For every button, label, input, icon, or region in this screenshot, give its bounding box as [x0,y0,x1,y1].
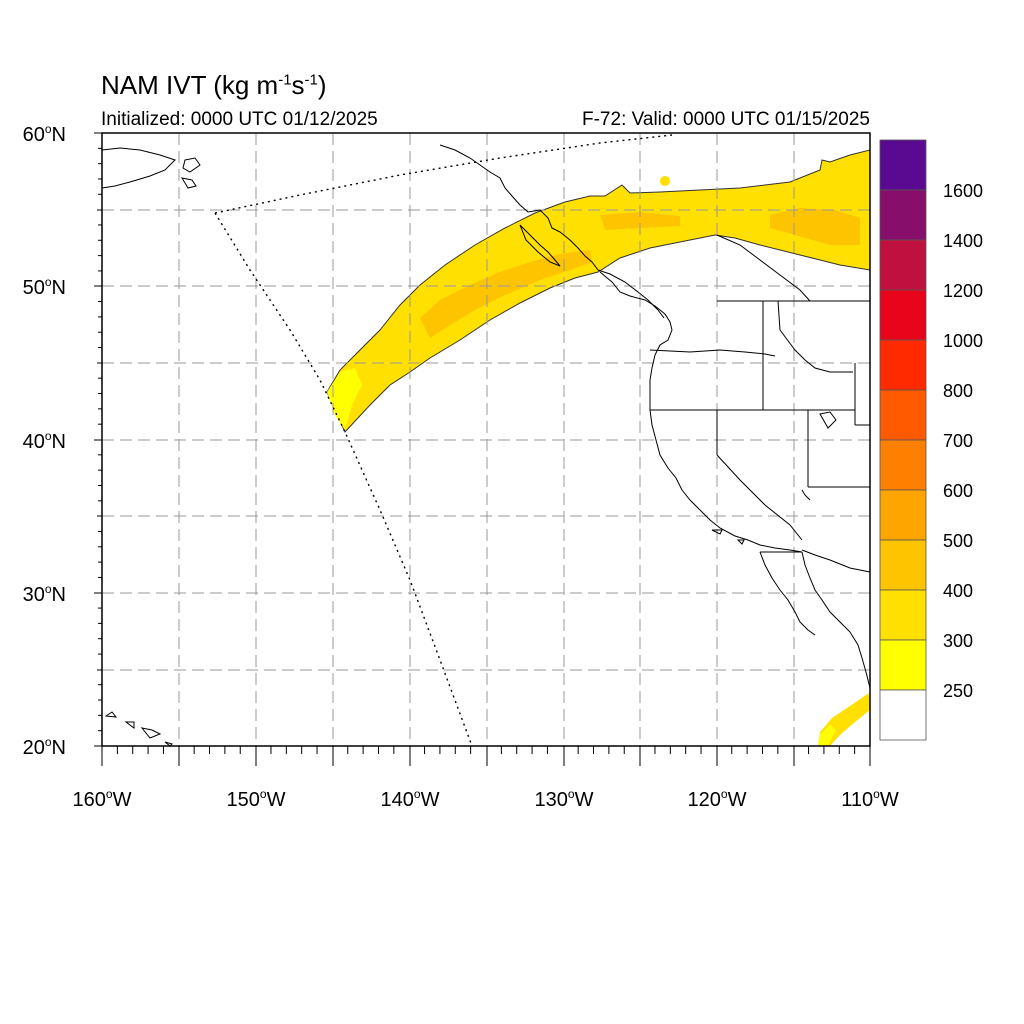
domain-boundary-west [214,212,473,747]
ivt-core-400-east [770,208,860,245]
domain-boundary [214,134,673,214]
colorbar-swatch [879,239,927,291]
colorbar-label-1200: 1200 [943,281,983,301]
ivt-band-250 [327,368,362,430]
ivt-blob [660,176,670,186]
lon-label-120: 120oW [688,787,747,811]
lat-label-50: 50oN [23,275,66,299]
latitude-labels: 60oN 50oN 40oN 30oN 20oN [23,122,66,759]
political-borders [649,234,871,573]
colorbar-label-1400: 1400 [943,231,983,251]
coastlines [101,144,871,747]
lat-label-30: 30oN [23,582,66,606]
map-title: NAM IVT (kg m-1s-1) [101,70,327,100]
init-time-label: Initialized: 0000 UTC 01/12/2025 [101,109,378,130]
colorbar [879,139,927,741]
colorbar-swatch [879,539,927,591]
colorbar-swatch [879,339,927,391]
colorbar-label-400: 400 [943,581,973,601]
colorbar-label-700: 700 [943,431,973,451]
graticule [102,133,870,746]
colorbar-label-500: 500 [943,531,973,551]
colorbar-swatch [879,689,927,741]
colorbar-swatch [879,289,927,341]
colorbar-swatch [879,189,927,241]
colorbar-label-1600: 1600 [943,181,983,201]
ivt-field [326,149,870,746]
ivt-core-400-mid [600,212,680,230]
lon-label-110: 110oW [841,787,899,811]
colorbar-swatch [879,139,927,191]
minor-left-ticks [98,147,102,732]
colorbar-swatch [879,589,927,641]
ivt-plume-south-edge [818,724,836,746]
colorbar-swatch [879,489,927,541]
colorbar-label-800: 800 [943,381,973,401]
tick-marks [94,132,871,766]
lon-label-140: 140oW [381,787,440,811]
lon-label-160: 160oW [73,787,132,811]
colorbar-label-600: 600 [943,481,973,501]
colorbar-label-1000: 1000 [943,331,983,351]
minor-bottom-ticks [116,746,856,754]
ivt-band-300 [326,149,870,433]
colorbar-label-250: 250 [943,681,973,701]
ivt-core-400-west [420,250,592,338]
colorbar-swatch [879,439,927,491]
colorbar-swatch [879,389,927,441]
lat-label-20: 20oN [23,735,66,759]
lon-label-150: 150oW [227,787,286,811]
longitude-labels: 160oW 150oW 140oW 130oW 120oW 110oW [73,787,899,811]
colorbar-labels: 1600 1400 1200 1000 800 700 600 500 400 … [943,181,983,701]
lat-label-40: 40oN [23,429,66,453]
colorbar-swatch [879,639,927,691]
lat-label-60: 60oN [23,122,66,146]
lon-label-130: 130oW [535,787,594,811]
valid-time-label: F-72: Valid: 0000 UTC 01/15/2025 [582,109,870,130]
colorbar-label-300: 300 [943,631,973,651]
